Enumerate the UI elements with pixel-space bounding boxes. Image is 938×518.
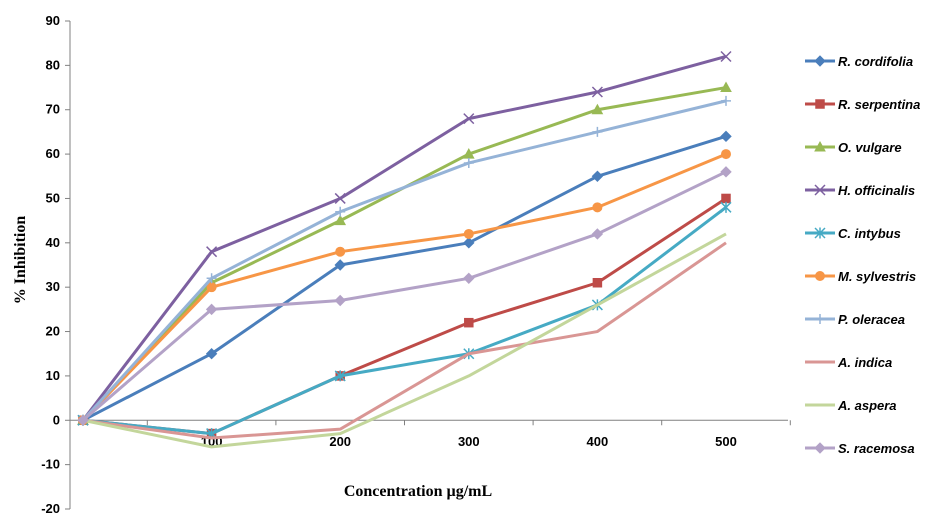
x-tick-label: 300 xyxy=(458,434,480,449)
legend-item: S. racemosa xyxy=(805,441,915,456)
x-tick-label: 200 xyxy=(329,434,351,449)
y-tick-label: 0 xyxy=(53,412,60,427)
legend-item: R. cordifolia xyxy=(805,54,913,69)
y-tick-label: 70 xyxy=(46,102,60,117)
data-point-marker xyxy=(721,167,731,177)
y-tick-label: 40 xyxy=(46,235,60,250)
legend-marker xyxy=(815,443,825,453)
legend-label: M. sylvestris xyxy=(838,269,916,284)
data-point-marker xyxy=(592,229,602,239)
legend-label: S. racemosa xyxy=(838,441,915,456)
legend-label: P. oleracea xyxy=(838,312,905,327)
y-tick-label: 20 xyxy=(46,324,60,339)
legend-item: O. vulgare xyxy=(805,140,902,155)
data-point-marker xyxy=(464,158,474,168)
y-tick-label: 80 xyxy=(46,57,60,72)
y-tick-label: 90 xyxy=(46,13,60,28)
legend-item: R. serpentina xyxy=(805,97,920,112)
legend-item: A. aspera xyxy=(805,398,897,413)
legend-label: A. aspera xyxy=(837,398,897,413)
data-point-marker xyxy=(593,203,602,212)
x-tick-label: 500 xyxy=(715,434,737,449)
x-axis-title: Concentration µg/mL xyxy=(344,483,492,500)
legend-item: C. intybus xyxy=(805,226,901,241)
data-point-marker xyxy=(336,247,345,256)
legend-marker xyxy=(815,314,825,324)
y-tick-label: 60 xyxy=(46,146,60,161)
legend-label: A. indica xyxy=(837,355,892,370)
legend-item: H. officinalis xyxy=(805,183,915,198)
y-tick-label: 10 xyxy=(46,368,60,383)
legend-marker xyxy=(816,100,825,109)
legend-marker xyxy=(816,272,825,281)
x-tick-label: 400 xyxy=(587,434,609,449)
data-point-marker xyxy=(721,202,731,213)
y-tick-label: -20 xyxy=(41,501,60,513)
legend-item: A. indica xyxy=(805,355,892,370)
legend-label: R. serpentina xyxy=(838,97,920,112)
data-point-marker xyxy=(464,273,474,283)
y-tick-label: 50 xyxy=(46,190,60,205)
legend-label: C. intybus xyxy=(838,226,901,241)
data-point-marker xyxy=(593,278,602,287)
series-6 xyxy=(79,150,731,425)
data-point-marker xyxy=(335,295,345,305)
y-axis-title: % Inhibition xyxy=(12,216,29,305)
series-line xyxy=(83,234,726,447)
data-point-marker xyxy=(592,127,602,137)
series-9 xyxy=(83,234,726,447)
series-line xyxy=(83,136,726,420)
y-tick-label: 30 xyxy=(46,279,60,294)
data-point-marker xyxy=(721,131,731,141)
legend: R. cordifolia R. serpentina O. vulgare H. o… xyxy=(805,54,920,456)
data-point-marker xyxy=(722,150,731,159)
legend-label: H. officinalis xyxy=(838,183,915,198)
series-8 xyxy=(83,243,726,438)
data-point-marker xyxy=(465,318,474,327)
series-4 xyxy=(78,51,731,425)
plot-area xyxy=(78,51,731,447)
legend-item: P. oleracea xyxy=(805,312,905,327)
legend-item: M. sylvestris xyxy=(805,269,916,284)
data-point-marker xyxy=(464,229,473,238)
data-point-marker xyxy=(722,194,731,203)
data-point-marker xyxy=(721,96,731,106)
legend-label: O. vulgare xyxy=(838,140,902,155)
legend-label: R. cordifolia xyxy=(838,54,913,69)
legend-marker xyxy=(815,56,825,66)
series-line xyxy=(83,243,726,438)
y-tick-label: -10 xyxy=(41,457,60,472)
data-point-marker xyxy=(207,283,216,292)
